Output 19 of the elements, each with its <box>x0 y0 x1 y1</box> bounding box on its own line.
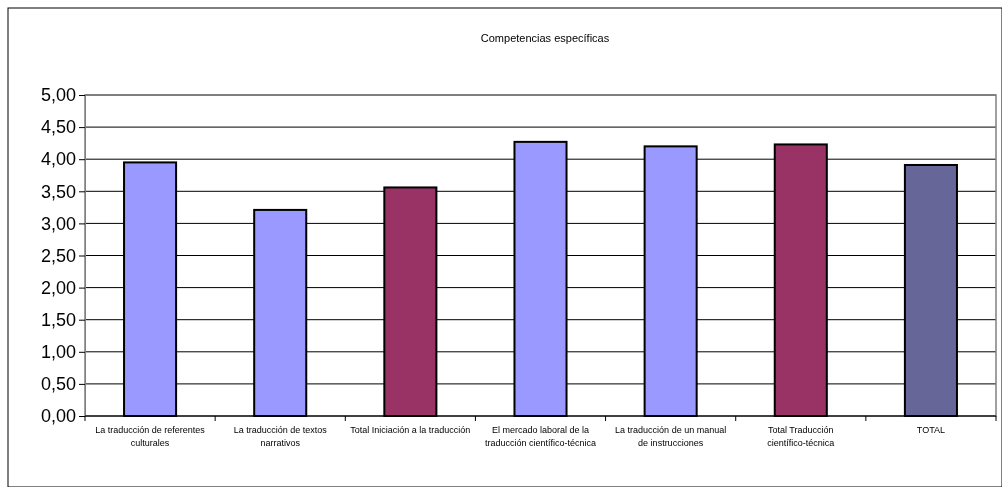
y-tick-label: 4,00 <box>40 149 76 170</box>
y-tick-label: 1,00 <box>40 342 76 363</box>
x-tick-label: El mercado laboral de la traducción científico-técnica <box>484 425 597 448</box>
x-tick-label: La traducción de referentes culturales <box>95 425 206 448</box>
y-tick-label: 3,00 <box>40 213 76 234</box>
y-tick-label: 2,00 <box>40 277 76 298</box>
y-tick-label: 1,50 <box>40 309 76 330</box>
x-tick-label: La traducción de textos narrativos <box>233 425 328 448</box>
x-tick-label: Total Iniciación a la traducción <box>350 425 471 435</box>
x-tick-label: Total Traducción científico-técnica <box>767 425 835 448</box>
y-tick-label: 4,50 <box>40 117 76 138</box>
y-tick-label: 2,50 <box>40 245 76 266</box>
y-tick-label: 0,50 <box>40 374 76 395</box>
y-tick-label: 5,00 <box>40 85 76 106</box>
x-tick-label: La traducción de un manual de instrucciones <box>615 425 727 448</box>
chart-title: Competencias específicas <box>480 32 610 44</box>
y-tick-label: 0,00 <box>40 406 76 427</box>
y-tick-label: 3,50 <box>40 181 76 202</box>
x-tick-label: TOTAL <box>916 425 946 435</box>
